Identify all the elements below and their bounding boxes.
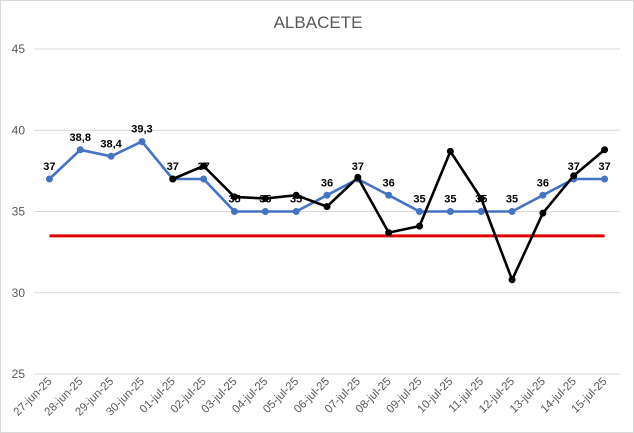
data-label: 37 (43, 161, 55, 173)
y-tick-label: 30 (12, 286, 26, 300)
data-label: 37 (568, 161, 580, 173)
data-point (385, 191, 393, 199)
data-point (138, 138, 146, 146)
data-point (76, 146, 84, 154)
series (45, 138, 609, 284)
y-tick-label: 45 (12, 42, 26, 56)
data-point (539, 209, 547, 217)
data-point (292, 208, 300, 215)
data-point (323, 203, 331, 211)
data-point (230, 208, 238, 215)
gridlines (34, 48, 620, 375)
data-label: 37 (352, 161, 364, 173)
data-label: 37 (167, 161, 179, 173)
data-point (508, 276, 516, 284)
data-point (261, 195, 269, 202)
data-point (261, 208, 269, 215)
data-point (169, 175, 177, 183)
data-point (446, 208, 454, 215)
data-label: 35 (228, 194, 240, 206)
data-label: 37 (598, 161, 610, 173)
data-label: 35 (506, 194, 518, 206)
data-point (292, 191, 300, 199)
data-label: 36 (383, 177, 395, 189)
data-point (477, 208, 485, 215)
data-point (570, 172, 578, 180)
data-label: 37 (198, 161, 210, 173)
data-point (200, 162, 208, 170)
data-label: 35 (413, 194, 425, 206)
x-axis-ticks: 27-jun-2528-jun-2529-jun-2530-jun-2501-j… (12, 376, 610, 419)
data-point (230, 193, 238, 201)
data-point (323, 191, 331, 199)
data-label: 38,4 (100, 138, 122, 150)
data-point (446, 147, 454, 155)
data-label: 36 (321, 177, 333, 189)
data-label: 36 (537, 177, 549, 189)
data-point (385, 229, 393, 237)
data-point (45, 175, 53, 183)
data-point (107, 152, 115, 160)
data-point (200, 175, 208, 183)
data-point (416, 208, 424, 215)
chart-title: ALBACETE (274, 13, 363, 32)
data-label: 35 (259, 194, 271, 206)
data-point (508, 208, 516, 215)
y-tick-label: 25 (12, 367, 26, 381)
data-point (601, 175, 609, 183)
data-point (477, 195, 485, 202)
y-tick-label: 40 (12, 123, 26, 137)
data-label: 35 (290, 194, 302, 206)
data-point (539, 191, 547, 199)
y-tick-label: 35 (12, 205, 26, 219)
data-point (416, 222, 424, 230)
data-labels: 37 38,8 38,4 39,3 37 37 35 35 35 36 37 36 35 35 35 35 36… (43, 124, 610, 206)
data-label: 38,8 (70, 132, 91, 144)
data-point (354, 173, 362, 181)
data-label: 35 (444, 194, 456, 206)
data-point (601, 146, 609, 154)
y-axis-ticks: 25 30 35 40 45 (12, 42, 26, 381)
data-label: 39,3 (131, 124, 152, 136)
data-label: 35 (475, 194, 487, 206)
